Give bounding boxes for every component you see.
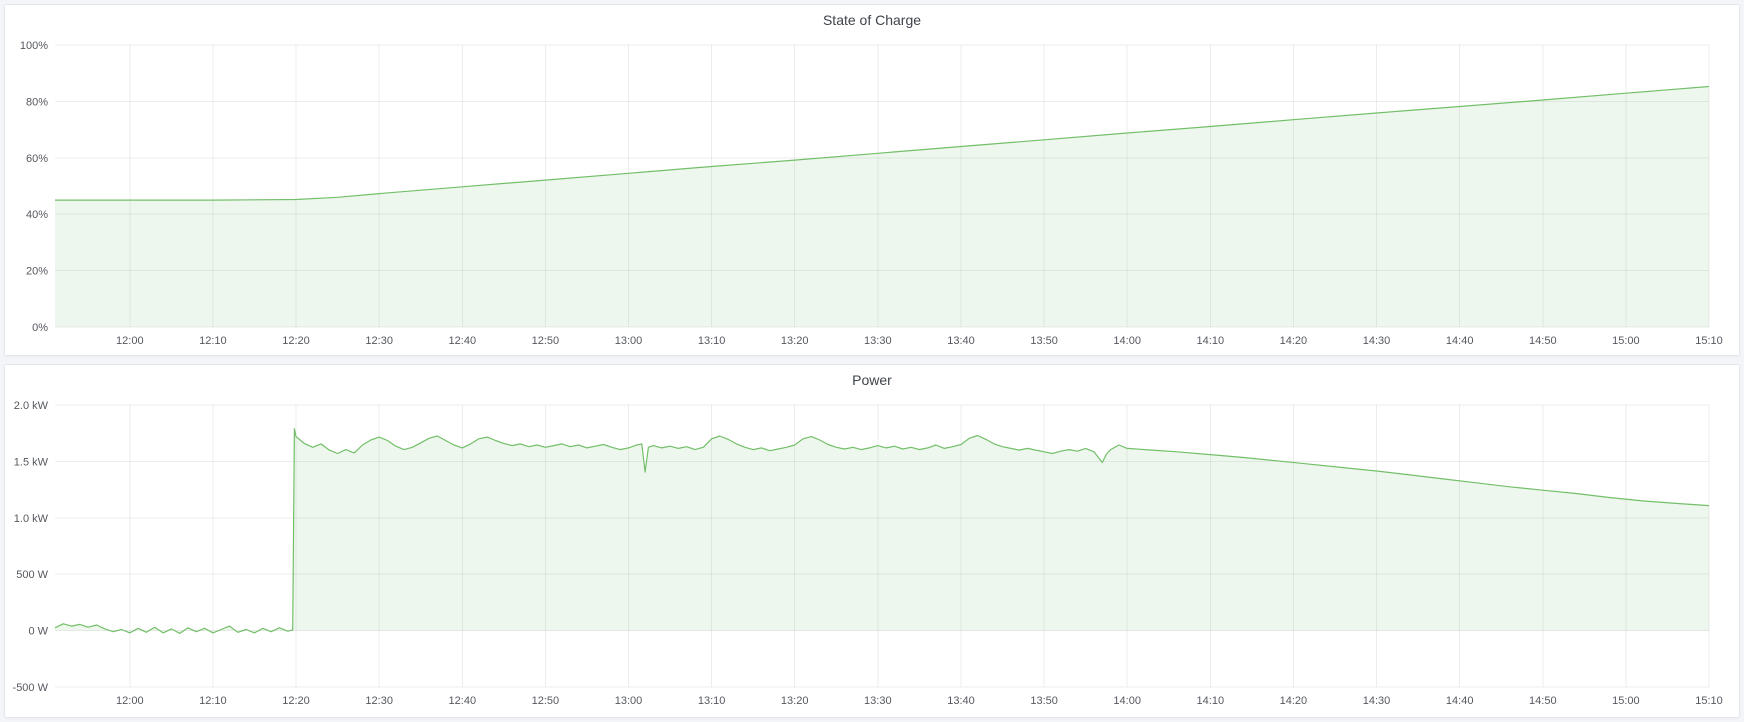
x-tick-label: 13:50: [1030, 335, 1058, 347]
x-tick-label: 13:20: [781, 335, 809, 347]
series-area: [55, 428, 1709, 634]
x-tick-label: 12:50: [532, 335, 560, 347]
x-tick-label: 12:30: [365, 695, 393, 707]
x-tick-label: 13:00: [615, 695, 643, 707]
x-tick-label: 12:30: [365, 335, 393, 347]
x-tick-label: 12:00: [116, 695, 144, 707]
y-tick-label: 20%: [26, 266, 48, 278]
x-tick-label: 14:40: [1446, 695, 1474, 707]
chart-canvas[interactable]: 0% 20% 40% 60% 80% 100% 12:00 12:10 12:20 12:30 12…: [5, 33, 1737, 353]
x-tick-label: 13:40: [947, 695, 975, 707]
x-tick-label: 14:20: [1280, 335, 1308, 347]
y-tick-label: 60%: [26, 153, 48, 165]
y-tick-label: 2.0 kW: [14, 400, 49, 412]
x-tick-label: 15:10: [1695, 695, 1723, 707]
x-tick-label: 12:50: [532, 695, 560, 707]
x-tick-label: 14:30: [1363, 335, 1391, 347]
x-tick-label: 12:10: [199, 695, 227, 707]
x-tick-label: 12:40: [449, 695, 477, 707]
y-tick-label: 0 W: [28, 626, 48, 638]
panel-power: Power -500 W 0 W 500 W 1.0 kW 1.5 kW 2.0 kW 12…: [4, 364, 1740, 718]
x-tick-label: 14:50: [1529, 335, 1557, 347]
x-tick-label: 15:00: [1612, 695, 1640, 707]
x-tick-label: 15:00: [1612, 335, 1640, 347]
x-tick-label: 14:10: [1197, 695, 1225, 707]
x-tick-label: 14:00: [1113, 695, 1141, 707]
x-tick-label: 12:40: [449, 335, 477, 347]
x-tick-label: 12:10: [199, 335, 227, 347]
x-tick-label: 13:30: [864, 695, 892, 707]
series-line: [55, 85, 1710, 201]
panel-title-state-of-charge[interactable]: State of Charge: [822, 12, 922, 28]
chart-canvas[interactable]: -500 W 0 W 500 W 1.0 kW 1.5 kW 2.0 kW 12:00 12:…: [5, 393, 1737, 713]
state-of-charge-chart[interactable]: 0% 20% 40% 60% 80% 100% 12:00 12:10 12:20 12:30 12…: [5, 33, 1737, 353]
panel-title-power[interactable]: Power: [852, 372, 892, 388]
x-tick-label: 13:10: [698, 695, 726, 707]
x-tick-label: 14:00: [1113, 335, 1141, 347]
series-area: [55, 86, 1709, 327]
x-tick-label: 15:10: [1695, 335, 1723, 347]
x-tick-label: 14:30: [1363, 695, 1391, 707]
x-tick-label: 12:00: [116, 335, 144, 347]
y-tick-label: 100%: [20, 40, 48, 52]
y-tick-label: -500 W: [13, 682, 49, 694]
x-tick-label: 13:00: [615, 335, 643, 347]
x-tick-label: 12:20: [282, 335, 310, 347]
y-tick-label: 1.0 kW: [14, 513, 49, 525]
x-tick-label: 14:20: [1280, 695, 1308, 707]
y-tick-label: 0%: [32, 322, 48, 334]
panel-state-of-charge: State of Charge 0% 20% 40% 60% 80% 100% 12:00 1…: [4, 4, 1740, 356]
x-tick-label: 13:30: [864, 335, 892, 347]
x-tick-label: 14:40: [1446, 335, 1474, 347]
x-tick-label: 13:10: [698, 335, 726, 347]
x-tick-label: 14:50: [1529, 695, 1557, 707]
power-chart[interactable]: -500 W 0 W 500 W 1.0 kW 1.5 kW 2.0 kW 12:00 12:…: [5, 393, 1737, 713]
x-tick-label: 13:40: [947, 335, 975, 347]
y-tick-label: 500 W: [16, 569, 48, 581]
x-tick-label: 12:20: [282, 695, 310, 707]
y-tick-label: 40%: [26, 209, 48, 221]
x-tick-label: 14:10: [1197, 335, 1225, 347]
series-line: [54, 428, 1710, 634]
x-tick-label: 13:50: [1030, 695, 1058, 707]
x-tick-label: 13:20: [781, 695, 809, 707]
y-tick-label: 1.5 kW: [14, 456, 49, 468]
y-tick-label: 80%: [26, 96, 48, 108]
